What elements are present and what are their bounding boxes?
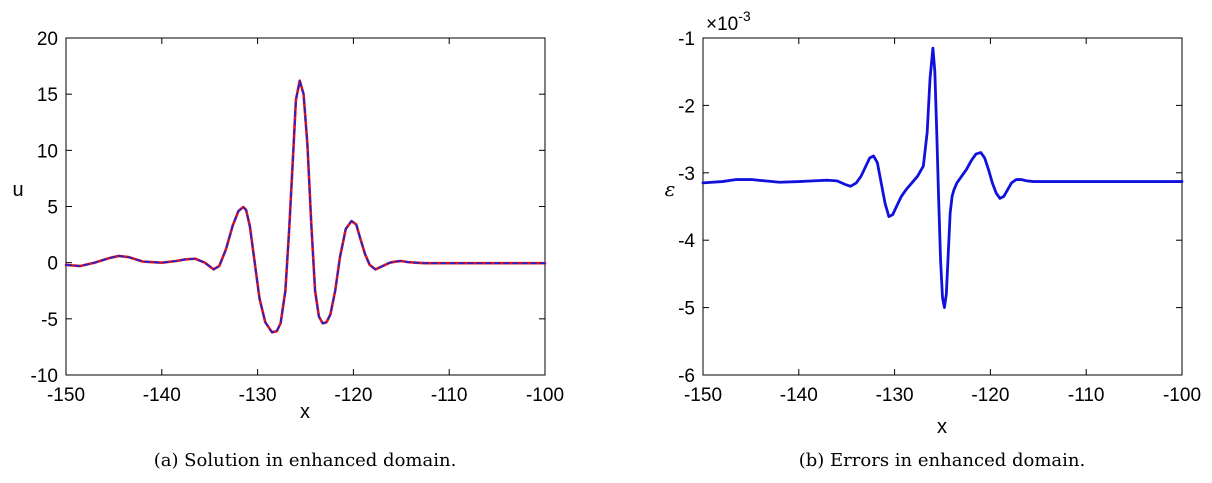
series-line-b-1 bbox=[701, 46, 1184, 309]
x-tick-label: -100 bbox=[1163, 385, 1201, 406]
x-axis-label-a: x bbox=[300, 401, 310, 423]
x-tick-label: -130 bbox=[239, 385, 277, 406]
caption-b: (b) Errors in enhanced domain. bbox=[799, 450, 1085, 471]
y-tick-label: 10 bbox=[37, 141, 58, 162]
x-tick-label: -120 bbox=[971, 385, 1009, 406]
series-line-a-2 bbox=[65, 79, 546, 334]
y-axis-label-b: ε bbox=[665, 177, 676, 201]
panel-b: -150 -140 -130 -120 -110 -100 -6 -5 -4 -3 -2 -1 x ε… bbox=[665, 8, 1201, 471]
scale-multiplier-base: ×10 bbox=[706, 14, 738, 35]
caption-a: (a) Solution in enhanced domain. bbox=[154, 450, 457, 471]
y-tick-label: -4 bbox=[678, 231, 695, 252]
y-axis-label-a: u bbox=[12, 179, 23, 201]
x-tick-label: -140 bbox=[143, 385, 181, 406]
x-axis-label-b: x bbox=[937, 416, 947, 438]
y-tick-label: -5 bbox=[41, 310, 58, 331]
scale-multiplier-exponent: -3 bbox=[738, 8, 751, 24]
x-tick-label: -120 bbox=[334, 385, 372, 406]
y-tick-label: 0 bbox=[47, 254, 58, 275]
x-tick-label: -150 bbox=[47, 385, 85, 406]
y-tick-label: 20 bbox=[37, 29, 58, 50]
y-tick-label: -1 bbox=[678, 29, 695, 50]
series-a bbox=[64, 79, 547, 334]
y-tick-label: -10 bbox=[31, 366, 58, 387]
x-tick-label: -150 bbox=[684, 385, 722, 406]
plot-frame-b bbox=[702, 37, 1183, 376]
scale-multiplier: ×10-3 bbox=[706, 8, 751, 35]
series-b bbox=[701, 46, 1184, 309]
x-tick-label: -100 bbox=[526, 385, 564, 406]
y-tick-label: 15 bbox=[37, 85, 58, 106]
x-tick-label: -140 bbox=[780, 385, 818, 406]
plot-frame-a bbox=[65, 37, 546, 376]
y-tick-label: 5 bbox=[47, 198, 58, 219]
y-tick-label: -3 bbox=[678, 164, 695, 185]
ticks-a: -150 -140 -130 -120 -110 -100 -10 -5 0 5 10 15 20 bbox=[31, 29, 564, 406]
y-tick-label: -5 bbox=[678, 299, 695, 320]
x-tick-label: -110 bbox=[431, 385, 468, 406]
y-tick-label: -6 bbox=[678, 366, 695, 387]
ticks-b: -150 -140 -130 -120 -110 -100 -6 -5 -4 -3 -2 -1 bbox=[678, 29, 1201, 406]
x-tick-label: -130 bbox=[876, 385, 914, 406]
y-tick-label: -2 bbox=[678, 96, 695, 117]
x-tick-label: -110 bbox=[1068, 385, 1105, 406]
